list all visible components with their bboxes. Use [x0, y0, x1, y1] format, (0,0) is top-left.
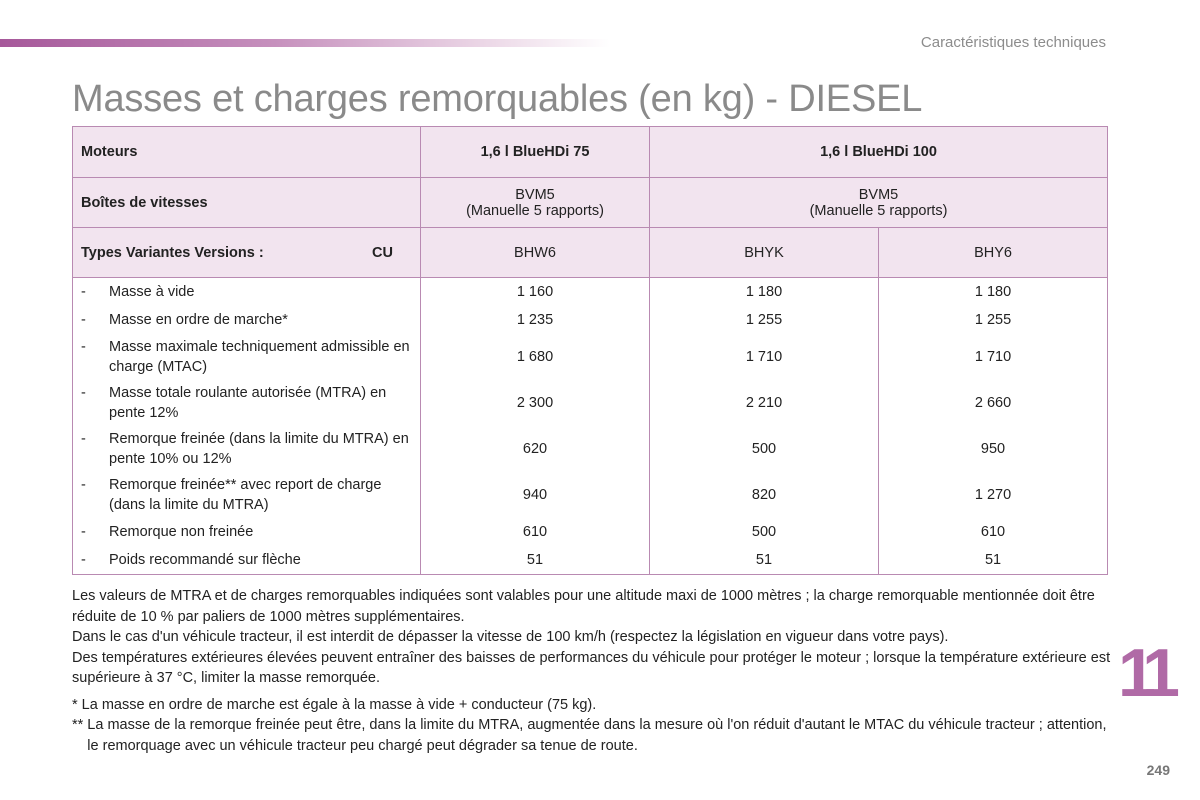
mass-table: Moteurs 1,6 l BlueHDi 75 1,6 l BlueHDi 1…: [72, 126, 1109, 575]
footnotes: * La masse en ordre de marche est égale …: [72, 695, 1112, 757]
row-label: - Masse totale roulante autorisée (MTRA) …: [72, 379, 421, 426]
type-cell: BHYK: [649, 227, 879, 278]
table-row: - Remorque freinée (dans la limite du MTR…: [72, 425, 1109, 472]
value-cell: 610: [877, 517, 1109, 546]
type-cell: BHY6: [877, 227, 1109, 278]
footnote-mark: **: [72, 717, 84, 733]
value-cell: 1 710: [877, 333, 1109, 380]
row-label: - Poids recommandé sur flèche: [72, 545, 421, 575]
table-row: - Poids recommandé sur flèche 51 51 51: [72, 545, 1109, 575]
row-label: - Masse en ordre de marche*: [72, 305, 421, 334]
page-number: 249: [1146, 762, 1170, 778]
row-label: - Remorque freinée** avec report de charg…: [72, 471, 421, 518]
value-cell: 1 710: [649, 333, 879, 380]
row-label: - Remorque non freinée: [72, 517, 421, 546]
value-cell: 1 255: [877, 305, 1109, 334]
page-title: Masses et charges remorquables (en kg) -…: [72, 78, 923, 120]
types-label: Types Variantes Versions :: [81, 244, 264, 261]
gearbox-code: BVM5: [515, 186, 555, 203]
gearbox-row: Boîtes de vitesses BVM5 (Manuelle 5 rapp…: [72, 177, 1109, 228]
engine-cell: 1,6 l BlueHDi 100: [648, 126, 1109, 178]
value-cell: 1 255: [649, 305, 879, 334]
value-cell: 1 235: [420, 305, 650, 334]
row-label: - Remorque freinée (dans la limite du MTR…: [72, 425, 421, 472]
types-suffix: CU: [372, 244, 393, 261]
value-cell: 1 180: [877, 277, 1109, 306]
engines-label: Moteurs: [72, 126, 421, 178]
value-cell: 51: [649, 545, 879, 575]
value-cell: 950: [877, 425, 1109, 472]
value-cell: 1 180: [649, 277, 879, 306]
table-row: - Remorque freinée** avec report de charg…: [72, 471, 1109, 518]
value-cell: 500: [649, 517, 879, 546]
note-paragraph: Dans le cas d'un véhicule tracteur, il e…: [72, 629, 949, 645]
footnote-mark: *: [72, 696, 78, 713]
table-row: - Remorque non freinée 610 500 610: [72, 517, 1109, 546]
value-cell: 1 270: [877, 471, 1109, 518]
value-cell: 820: [649, 471, 879, 518]
footnote: ** La masse de la remorque freinée peut …: [72, 715, 1112, 756]
notes-block: Les valeurs de MTRA et de charges remorq…: [72, 586, 1112, 756]
note-paragraph: Les valeurs de MTRA et de charges remorq…: [72, 588, 1095, 625]
gearbox-desc: (Manuelle 5 rapports): [466, 202, 604, 219]
value-cell: 2 300: [420, 379, 650, 426]
gearbox-label: Boîtes de vitesses: [72, 177, 421, 228]
value-cell: 940: [420, 471, 650, 518]
value-cell: 2 660: [877, 379, 1109, 426]
engine-cell: 1,6 l BlueHDi 75: [420, 126, 650, 178]
section-header: Caractéristiques techniques: [920, 34, 1106, 51]
table-row: - Masse totale roulante autorisée (MTRA) …: [72, 379, 1109, 426]
gearbox-cell: BVM5 (Manuelle 5 rapports): [420, 177, 650, 228]
value-cell: 500: [649, 425, 879, 472]
table-row: - Masse à vide 1 160 1 180 1 180: [72, 277, 1109, 306]
value-cell: 51: [877, 545, 1109, 575]
row-label: - Masse maximale techniquement admissible…: [72, 333, 421, 380]
value-cell: 51: [420, 545, 650, 575]
footnote-text: La masse de la remorque freinée peut êtr…: [87, 717, 1107, 754]
footnote-text: La masse en ordre de marche est égale à …: [81, 696, 597, 713]
value-cell: 2 210: [649, 379, 879, 426]
chapter-number: 11: [1118, 635, 1180, 711]
note-paragraph: Des températures extérieures élevées peu…: [72, 649, 1111, 687]
value-cell: 610: [420, 517, 650, 546]
table-row: - Masse maximale techniquement admissible…: [72, 333, 1109, 380]
header-accent-bar: [0, 39, 610, 47]
value-cell: 1 160: [420, 277, 650, 306]
type-cell: BHW6: [420, 227, 650, 278]
types-row: Types Variantes Versions : CU BHW6 BHYK …: [72, 227, 1109, 278]
table-row: - Masse en ordre de marche* 1 235 1 255 1…: [72, 305, 1109, 334]
gearbox-desc: (Manuelle 5 rapports): [809, 202, 948, 219]
types-label-cell: Types Variantes Versions : CU: [72, 227, 421, 278]
gearbox-cell: BVM5 (Manuelle 5 rapports): [648, 177, 1109, 228]
row-label: - Masse à vide: [72, 277, 421, 306]
value-cell: 1 680: [420, 333, 650, 380]
footnote: * La masse en ordre de marche est égale …: [72, 695, 1112, 716]
gearbox-code: BVM5: [858, 186, 899, 203]
engines-row: Moteurs 1,6 l BlueHDi 75 1,6 l BlueHDi 1…: [72, 126, 1109, 178]
value-cell: 620: [420, 425, 650, 472]
